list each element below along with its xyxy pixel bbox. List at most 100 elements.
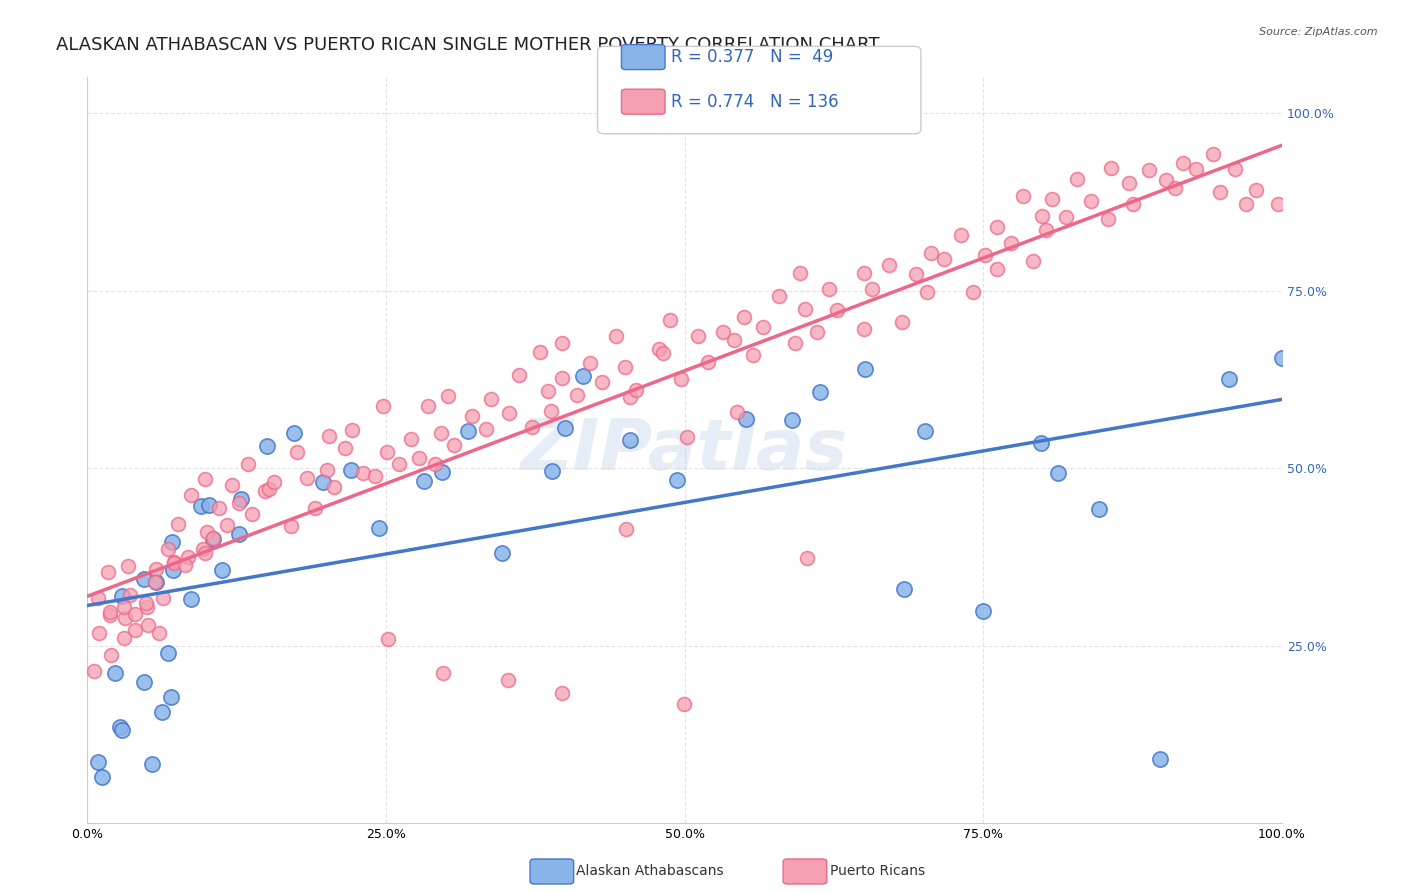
Puerto Ricans	[322, 480, 344, 494]
Puerto Ricans	[479, 392, 502, 406]
Alaskan Athabascans	[413, 474, 436, 488]
Puerto Ricans	[711, 326, 734, 340]
Puerto Ricans	[194, 472, 217, 486]
Puerto Ricans	[932, 252, 955, 266]
Alaskan Athabascans	[1149, 752, 1171, 766]
Puerto Ricans	[1099, 161, 1122, 176]
Puerto Ricans	[228, 496, 250, 510]
Puerto Ricans	[373, 399, 395, 413]
Puerto Ricans	[696, 355, 718, 369]
Puerto Ricans	[551, 371, 574, 385]
Puerto Ricans	[1267, 197, 1289, 211]
Puerto Ricans	[1122, 196, 1144, 211]
Puerto Ricans	[1137, 162, 1160, 177]
Puerto Ricans	[986, 262, 1008, 277]
Puerto Ricans	[432, 665, 454, 680]
Alaskan Athabascans	[734, 411, 756, 425]
Puerto Ricans	[375, 445, 398, 459]
Puerto Ricans	[1000, 235, 1022, 250]
Puerto Ricans	[98, 605, 121, 619]
Puerto Ricans	[508, 368, 530, 383]
Puerto Ricans	[443, 438, 465, 452]
Puerto Ricans	[860, 282, 883, 296]
Alaskan Athabascans	[782, 412, 804, 426]
Puerto Ricans	[522, 420, 544, 434]
Puerto Ricans	[340, 423, 363, 437]
Puerto Ricans	[551, 686, 574, 700]
Puerto Ricans	[87, 591, 110, 606]
Text: ZIPatlas: ZIPatlas	[522, 416, 848, 485]
Puerto Ricans	[825, 303, 848, 318]
Puerto Ricans	[352, 466, 374, 480]
Puerto Ricans	[89, 626, 111, 640]
Alaskan Athabascans	[162, 564, 184, 578]
Alaskan Athabascans	[134, 572, 156, 586]
Alaskan Athabascans	[145, 575, 167, 590]
Puerto Ricans	[853, 266, 876, 280]
Alaskan Athabascans	[211, 563, 233, 577]
Puerto Ricans	[202, 531, 225, 545]
Puerto Ricans	[785, 335, 807, 350]
Puerto Ricans	[1011, 189, 1033, 203]
Puerto Ricans	[114, 611, 136, 625]
Puerto Ricans	[124, 623, 146, 637]
Puerto Ricans	[100, 648, 122, 662]
Alaskan Athabascans	[228, 527, 250, 541]
Puerto Ricans	[789, 266, 811, 280]
Puerto Ricans	[388, 457, 411, 471]
Puerto Ricans	[474, 422, 496, 436]
Puerto Ricans	[259, 482, 281, 496]
Puerto Ricans	[408, 450, 430, 465]
Alaskan Athabascans	[541, 464, 564, 478]
Puerto Ricans	[425, 457, 447, 471]
Puerto Ricans	[676, 430, 699, 444]
Puerto Ricans	[658, 313, 681, 327]
Alaskan Athabascans	[110, 719, 132, 733]
Alaskan Athabascans	[283, 426, 305, 441]
Puerto Ricans	[335, 441, 357, 455]
Puerto Ricans	[793, 301, 815, 316]
Alaskan Athabascans	[430, 466, 453, 480]
Alaskan Athabascans	[190, 499, 212, 513]
Alaskan Athabascans	[111, 589, 134, 603]
Alaskan Athabascans	[162, 535, 184, 549]
Puerto Ricans	[117, 558, 139, 573]
Alaskan Athabascans	[111, 723, 134, 737]
Puerto Ricans	[688, 329, 710, 343]
Puerto Ricans	[318, 429, 340, 443]
Alaskan Athabascans	[1031, 435, 1053, 450]
Puerto Ricans	[579, 355, 602, 369]
Puerto Ricans	[806, 325, 828, 339]
Puerto Ricans	[195, 524, 218, 539]
Puerto Ricans	[725, 405, 748, 419]
Alaskan Athabascans	[914, 425, 936, 439]
Alaskan Athabascans	[666, 473, 689, 487]
Puerto Ricans	[148, 626, 170, 640]
Puerto Ricans	[430, 425, 453, 440]
Puerto Ricans	[162, 555, 184, 569]
Puerto Ricans	[890, 315, 912, 329]
Alaskan Athabascans	[150, 705, 173, 719]
Alaskan Athabascans	[1218, 372, 1240, 386]
Alaskan Athabascans	[256, 439, 278, 453]
Alaskan Athabascans	[91, 771, 114, 785]
Alaskan Athabascans	[1271, 351, 1294, 365]
Puerto Ricans	[742, 348, 765, 362]
Puerto Ricans	[112, 599, 135, 614]
Puerto Ricans	[316, 463, 339, 477]
Puerto Ricans	[1208, 185, 1230, 199]
Puerto Ricans	[194, 546, 217, 560]
Puerto Ricans	[1244, 183, 1267, 197]
Alaskan Athabascans	[180, 591, 202, 606]
Alaskan Athabascans	[972, 604, 994, 618]
Puerto Ricans	[418, 399, 440, 413]
Puerto Ricans	[236, 457, 259, 471]
Puerto Ricans	[124, 607, 146, 621]
Alaskan Athabascans	[571, 369, 593, 384]
Puerto Ricans	[1234, 197, 1257, 211]
Puerto Ricans	[917, 285, 939, 299]
Alaskan Athabascans	[134, 675, 156, 690]
Puerto Ricans	[112, 632, 135, 646]
Puerto Ricans	[1080, 194, 1102, 208]
Puerto Ricans	[215, 517, 238, 532]
